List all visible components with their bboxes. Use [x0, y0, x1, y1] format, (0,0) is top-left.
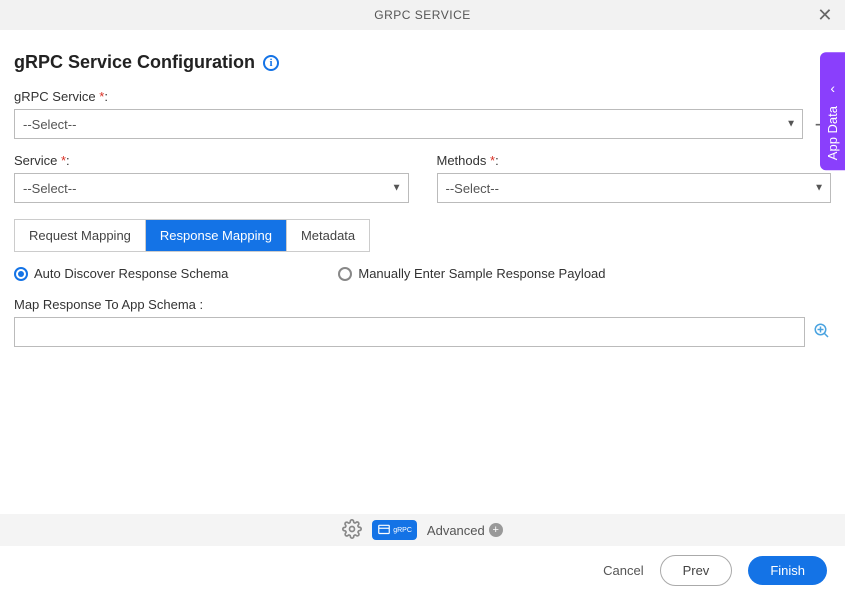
colon: :	[495, 153, 499, 168]
mapping-tabs: Request Mapping Response Mapping Metadat…	[14, 219, 370, 252]
service-label: Service *:	[14, 153, 409, 168]
chevron-down-icon: ▼	[392, 183, 402, 194]
close-icon[interactable]: ✕	[817, 5, 833, 26]
grpc-service-label-text: gRPC Service	[14, 89, 96, 104]
chevron-down-icon: ▼	[814, 183, 824, 194]
service-label-text: Service	[14, 153, 57, 168]
chevron-left-icon: ‹	[830, 80, 835, 96]
modal-title: GRPC SERVICE	[374, 8, 470, 22]
radio-unchecked-icon	[338, 267, 352, 281]
app-data-label: App Data	[825, 106, 840, 160]
radio-manual-label: Manually Enter Sample Response Payload	[358, 266, 605, 281]
map-schema-label: Map Response To App Schema :	[14, 297, 831, 312]
map-schema-row	[14, 317, 831, 347]
colon: :	[66, 153, 70, 168]
radio-manual-payload[interactable]: Manually Enter Sample Response Payload	[338, 266, 605, 281]
service-select[interactable]: --Select-- ▼	[14, 173, 409, 203]
methods-field: Methods *: --Select-- ▼	[437, 153, 832, 203]
content-area: gRPC Service Configuration i gRPC Servic…	[0, 30, 845, 347]
service-methods-row: Service *: --Select-- ▼ Methods *: --Sel…	[14, 153, 831, 203]
tab-request-mapping[interactable]: Request Mapping	[15, 220, 146, 251]
map-schema-input[interactable]	[14, 317, 805, 347]
service-field: Service *: --Select-- ▼	[14, 153, 409, 203]
map-schema-section: Map Response To App Schema :	[14, 297, 831, 347]
chevron-down-icon: ▼	[786, 119, 796, 130]
page-title: gRPC Service Configuration	[14, 52, 255, 73]
cancel-button[interactable]: Cancel	[603, 563, 643, 578]
grpc-chip-label: gRPC	[393, 527, 412, 534]
app-data-side-tab[interactable]: App Data ‹	[820, 52, 845, 170]
tab-response-mapping[interactable]: Response Mapping	[146, 220, 287, 251]
colon: :	[104, 89, 108, 104]
advanced-label: Advanced	[427, 523, 485, 538]
methods-label: Methods *:	[437, 153, 832, 168]
grpc-service-field: gRPC Service *: --Select-- ▼	[14, 89, 803, 139]
service-placeholder: --Select--	[23, 181, 76, 196]
grpc-service-label: gRPC Service *:	[14, 89, 803, 104]
plus-circle-icon: +	[489, 523, 503, 537]
schema-mode-radios: Auto Discover Response Schema Manually E…	[14, 266, 831, 281]
title-row: gRPC Service Configuration i	[14, 52, 831, 73]
methods-label-text: Methods	[437, 153, 487, 168]
footer-toolbar: gRPC Advanced +	[0, 514, 845, 546]
grpc-chip-icon[interactable]: gRPC	[372, 520, 417, 540]
map-schema-field	[14, 317, 805, 347]
finish-button[interactable]: Finish	[748, 556, 827, 585]
grpc-service-select[interactable]: --Select-- ▼	[14, 109, 803, 139]
info-icon[interactable]: i	[263, 55, 279, 71]
radio-auto-label: Auto Discover Response Schema	[34, 266, 228, 281]
search-schema-icon[interactable]	[813, 322, 831, 343]
prev-button[interactable]: Prev	[660, 555, 733, 586]
advanced-button[interactable]: Advanced +	[427, 523, 503, 538]
modal-header: GRPC SERVICE ✕	[0, 0, 845, 30]
tab-metadata[interactable]: Metadata	[287, 220, 369, 251]
grpc-service-row: gRPC Service *: --Select-- ▼ +	[14, 89, 831, 139]
grpc-service-placeholder: --Select--	[23, 117, 76, 132]
radio-checked-icon	[14, 267, 28, 281]
methods-placeholder: --Select--	[446, 181, 499, 196]
gear-icon[interactable]	[342, 519, 362, 542]
methods-select[interactable]: --Select-- ▼	[437, 173, 832, 203]
footer-buttons: Cancel Prev Finish	[603, 555, 827, 586]
radio-auto-discover[interactable]: Auto Discover Response Schema	[14, 266, 228, 281]
